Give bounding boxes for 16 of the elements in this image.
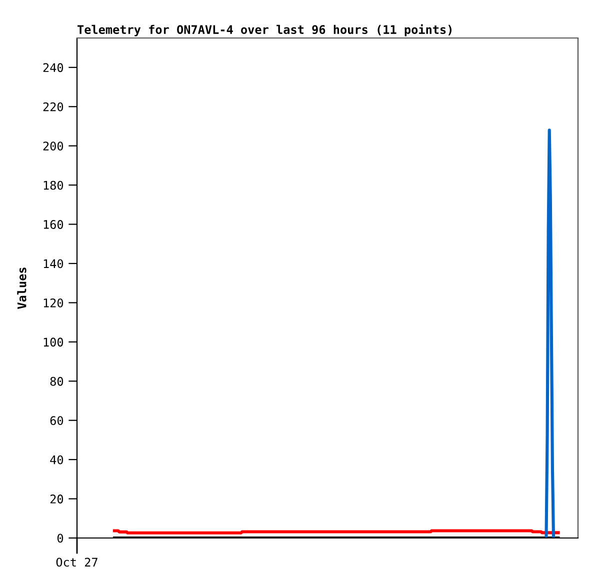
y-tick-label: 160 [44,220,64,229]
y-axis-title: Values [17,268,26,309]
y-tick-label: 180 [44,180,64,190]
y-tick-label: 140 [44,259,64,268]
y-tick-label: 0 [57,534,64,543]
y-tick-label: 80 [50,376,64,386]
y-tick-label: 120 [44,298,64,308]
y-tick-label: 240 [43,63,64,72]
y-tick-label: 100 [44,338,64,347]
y-tick-label: 200 [43,142,64,151]
y-tick-label: 220 [43,102,64,112]
chart-title: Telemetry for ON7AVL-4 over last 96 hours (11 points) [78,24,452,36]
text: Oct 27 [56,558,98,567]
y-tick-label: 20 [50,494,64,504]
y-tick-label: 40 [50,455,64,464]
y-tick-label: 60 [50,416,64,426]
